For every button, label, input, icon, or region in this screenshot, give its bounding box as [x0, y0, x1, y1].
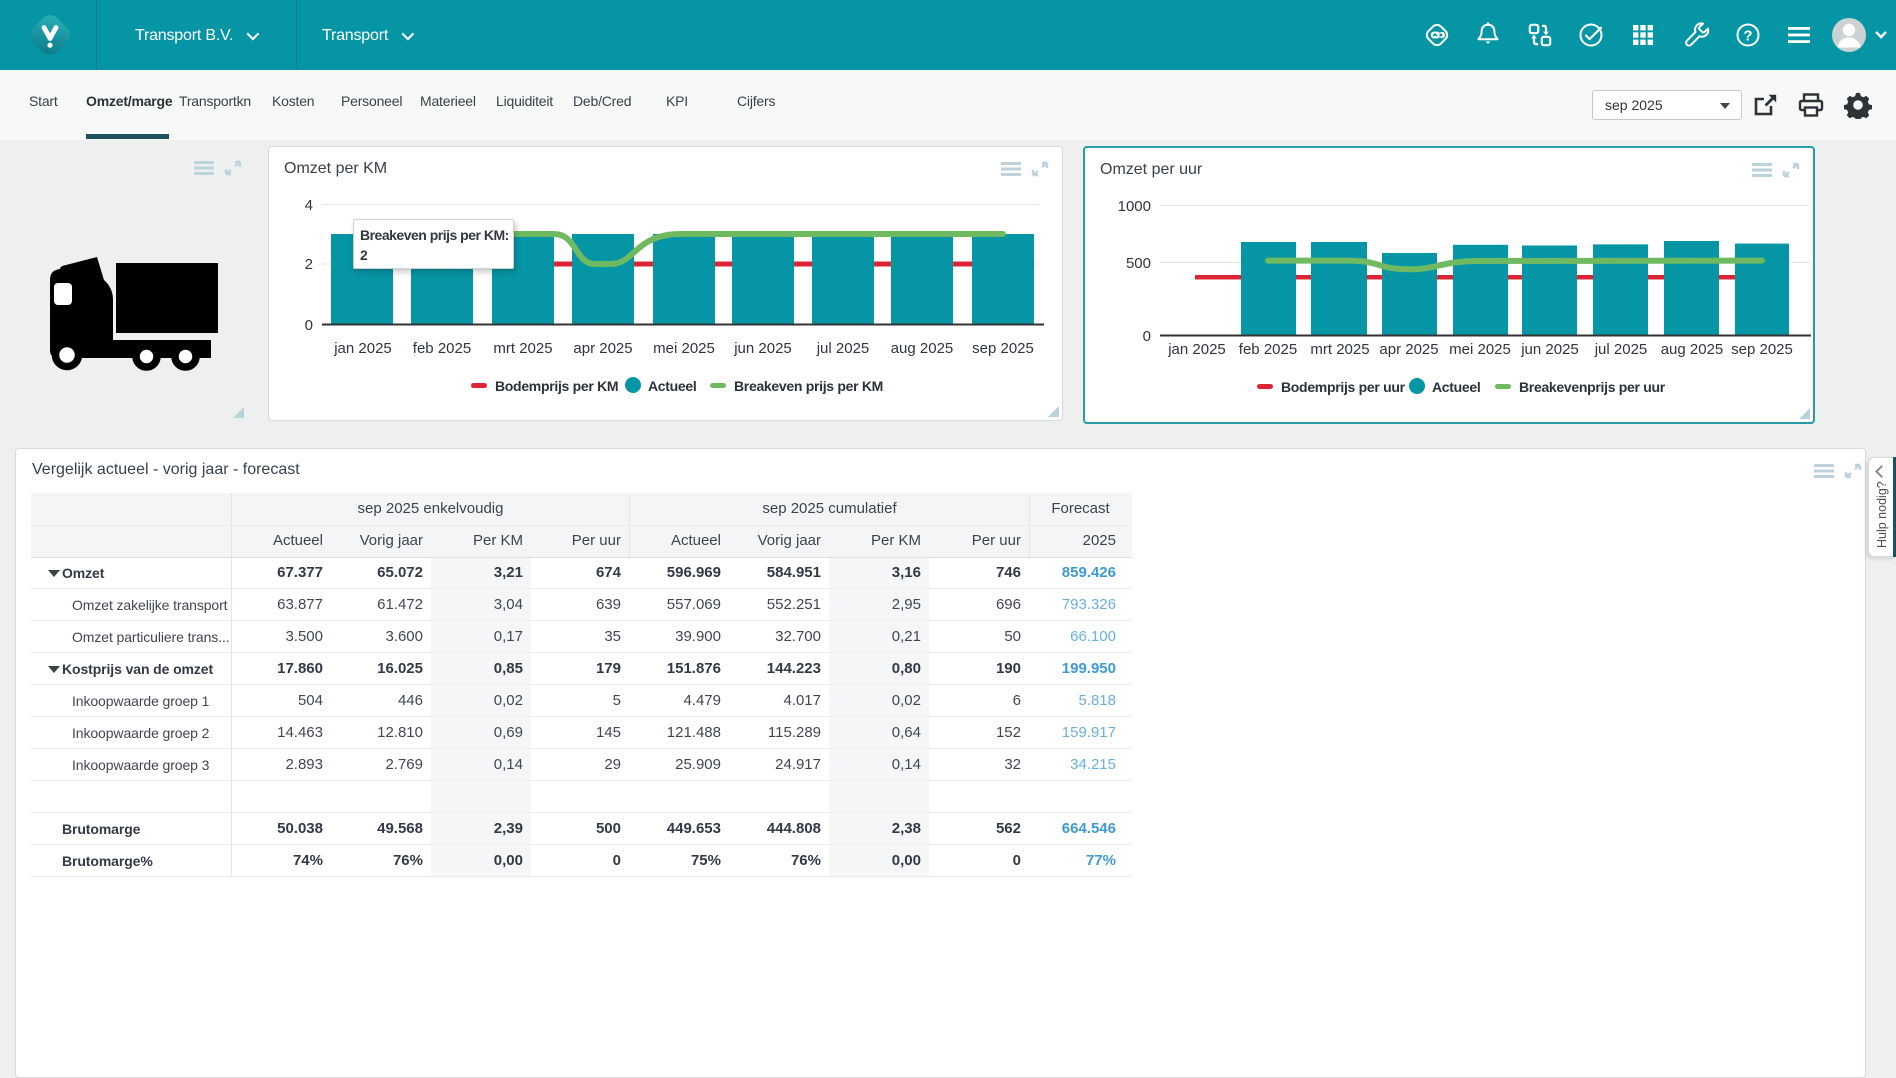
svg-text:jul 2025: jul 2025	[816, 340, 870, 357]
svg-text:sep 2025: sep 2025	[972, 340, 1034, 357]
svg-text:aug 2025: aug 2025	[891, 340, 954, 357]
svg-text:2: 2	[305, 256, 313, 273]
svg-text:4: 4	[305, 197, 313, 214]
svg-text:500: 500	[1126, 255, 1151, 272]
svg-text:Breakevenprijs per uur: Breakevenprijs per uur	[1519, 379, 1666, 395]
svg-text:apr 2025: apr 2025	[573, 340, 632, 357]
svg-text:Actueel: Actueel	[1432, 379, 1480, 395]
svg-text:jul 2025: jul 2025	[1594, 341, 1648, 358]
svg-text:sep 2025: sep 2025	[1731, 341, 1793, 358]
svg-text:apr 2025: apr 2025	[1379, 341, 1438, 358]
svg-text:jan 2025: jan 2025	[1167, 341, 1226, 358]
svg-text:Breakeven prijs per KM: Breakeven prijs per KM	[734, 378, 883, 394]
svg-text:0: 0	[1143, 328, 1151, 345]
svg-text:mei 2025: mei 2025	[1449, 341, 1511, 358]
svg-text:jan 2025: jan 2025	[333, 340, 392, 357]
svg-text:mei 2025: mei 2025	[653, 340, 715, 357]
svg-text:jun 2025: jun 2025	[733, 340, 792, 357]
svg-text:Bodemprijs per uur: Bodemprijs per uur	[1281, 379, 1406, 395]
svg-text:1000: 1000	[1118, 198, 1151, 215]
svg-text:feb 2025: feb 2025	[1239, 341, 1297, 358]
svg-text:Bodemprijs per KM: Bodemprijs per KM	[495, 378, 618, 394]
svg-text:mrt 2025: mrt 2025	[1310, 341, 1369, 358]
svg-text:0: 0	[305, 317, 313, 334]
svg-text:aug 2025: aug 2025	[1661, 341, 1724, 358]
svg-text:mrt 2025: mrt 2025	[493, 340, 552, 357]
svg-text:jun 2025: jun 2025	[1520, 341, 1579, 358]
svg-text:feb 2025: feb 2025	[413, 340, 471, 357]
svg-text:Actueel: Actueel	[648, 378, 696, 394]
svg-text:?: ?	[1743, 28, 1752, 45]
